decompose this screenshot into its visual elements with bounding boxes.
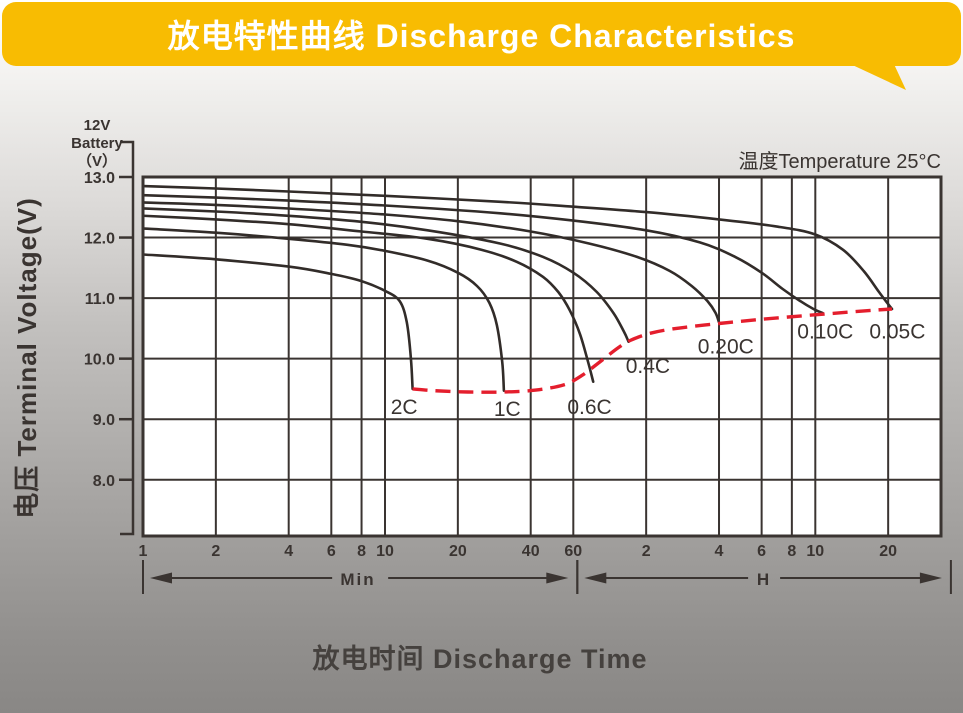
arrowhead-right-icon	[546, 572, 569, 584]
y-tick-label-12.0: 12.0	[84, 231, 115, 248]
plot-area-layer	[143, 177, 941, 536]
y-tick-label-11.0: 11.0	[85, 291, 115, 308]
plot-area	[143, 177, 941, 536]
rate-label-0.4C: 0.4C	[626, 355, 670, 378]
rate-label-0.05C: 0.05C	[869, 320, 925, 343]
title-banner: 放电特性曲线 Discharge Characteristics	[2, 2, 961, 66]
battery-unit-label-line2: Battery	[71, 135, 123, 152]
arrowhead-left-icon	[150, 572, 172, 584]
discharge-curve-0.05C	[141, 184, 894, 311]
rate-label-0.20C: 0.20C	[698, 336, 754, 359]
rate-label-1C: 1C	[494, 398, 521, 421]
frame-axis-layer	[119, 140, 943, 538]
y-axis-bracket	[120, 140, 135, 536]
y-tick-label-13.0: 13.0	[84, 170, 115, 187]
curve-labels-layer: 2C 1C 0.6C 0.4C 0.20C 0.10C 0.05C	[391, 320, 926, 421]
discharge-curve-1C	[141, 227, 506, 392]
x-axis-title: 放电时间 Discharge Time	[311, 643, 647, 674]
discharge-curve-0.6C	[141, 214, 595, 383]
rate-label-0.6C: 0.6C	[567, 396, 611, 419]
page-title: 放电特性曲线 Discharge Characteristics	[167, 18, 796, 54]
battery-unit-label-line3: （V）	[77, 152, 117, 170]
arrowhead-left-icon	[584, 572, 607, 584]
x-tick-label-240min: 4	[715, 543, 724, 560]
range-arrow-min	[142, 560, 579, 594]
rate-label-0.10C: 0.10C	[797, 320, 853, 343]
h-range-label: H	[757, 570, 771, 589]
banner-tail-icon	[846, 62, 906, 90]
rate-label-2C: 2C	[391, 396, 418, 419]
x-tick-label-1min: 1	[139, 543, 148, 560]
arrowhead-right-icon	[919, 572, 942, 584]
x-tick-label-20min: 20	[449, 543, 467, 560]
x-tick-label-600min: 10	[806, 543, 824, 560]
curves-layer	[141, 184, 894, 394]
min-range-label: Min	[340, 570, 375, 589]
y-tick-label-8.0: 8.0	[93, 473, 115, 490]
plot-border	[141, 175, 943, 538]
x-tick-label-6min: 6	[327, 543, 336, 560]
discharge-curve-0.4C	[141, 207, 630, 343]
discharge-curve-0.20C	[141, 201, 721, 324]
x-tick-label-1200min: 20	[879, 543, 897, 560]
temperature-label: 温度Temperature 25°C	[738, 150, 941, 173]
tick-labels-layer: 13.012.011.010.09.08.01 2 4 6 8 10 20 40 60 2 4 6 8 1…	[84, 170, 897, 560]
y-tick-label-10.0: 10.0	[84, 352, 115, 369]
x-tick-label-120min: 2	[642, 543, 651, 560]
range-arrow-h	[576, 560, 952, 594]
x-tick-label-10min: 10	[376, 543, 394, 560]
x-tick-label-2min: 2	[211, 543, 220, 560]
x-tick-label-8min: 8	[357, 543, 366, 560]
discharge-curve-0.10C	[141, 193, 825, 315]
x-tick-label-360min: 6	[757, 543, 766, 560]
x-tick-label-40min: 40	[522, 543, 540, 560]
x-tick-label-480min: 8	[787, 543, 796, 560]
y-tick-label-9.0: 9.0	[93, 412, 115, 429]
unit-arrows-layer	[142, 560, 952, 594]
battery-unit-label-line1: 12V	[84, 117, 111, 134]
grid-layer	[142, 177, 941, 536]
x-tick-label-4min: 4	[284, 543, 293, 560]
y-axis-title: 电压 Terminal Voltage(V)	[12, 197, 42, 519]
x-tick-label-60min: 60	[564, 543, 582, 560]
discharge-curve-2C	[141, 253, 414, 391]
